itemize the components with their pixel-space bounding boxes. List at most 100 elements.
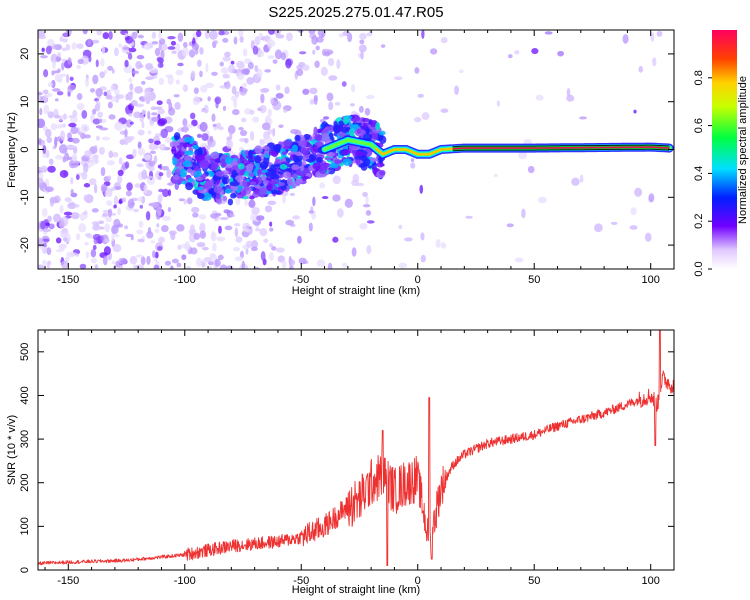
- heatmap-band-blob: [308, 154, 315, 159]
- heatmap-noise-blob: [90, 88, 95, 93]
- heatmap-band-blob: [299, 165, 305, 171]
- heatmap-noise-blob: [61, 47, 67, 52]
- heatmap-noise-blob: [171, 50, 177, 54]
- heatmap-noise-blob: [145, 76, 154, 81]
- heatmap-band-blob: [201, 192, 212, 201]
- heatmap-noise-blob: [650, 32, 655, 42]
- heatmap-band-blob: [203, 182, 211, 189]
- heatmap-noise-blob: [193, 232, 201, 240]
- heatmap-noise-blob: [42, 228, 52, 233]
- heatmap-x-label: Height of straight line (km): [292, 285, 420, 297]
- heatmap-noise-blob: [92, 74, 99, 85]
- heatmap-noise-blob: [121, 44, 129, 53]
- heatmap-noise-blob: [238, 30, 244, 37]
- heatmap-noise-blob: [43, 92, 53, 98]
- heatmap-noise-blob: [297, 235, 302, 244]
- heatmap-noise-blob: [235, 196, 241, 206]
- heatmap-noise-blob: [58, 144, 68, 154]
- heatmap-noise-blob: [79, 263, 87, 269]
- heatmap-noise-blob: [139, 204, 144, 209]
- heatmap-noise-blob: [62, 38, 68, 43]
- y-tick-label: -10: [19, 189, 31, 205]
- heatmap-band-blob: [350, 114, 360, 123]
- heatmap-band-blob: [200, 173, 207, 180]
- heatmap-noise-blob: [70, 126, 79, 135]
- heatmap-noise-blob: [121, 197, 127, 203]
- heatmap-noise-blob: [96, 30, 103, 36]
- heatmap-noise-blob: [125, 36, 133, 44]
- heatmap-noise-blob: [85, 77, 90, 88]
- heatmap-noise-blob: [124, 59, 129, 68]
- heatmap-noise-blob: [151, 112, 158, 116]
- heatmap-noise-blob: [95, 87, 103, 97]
- heatmap-noise-blob: [336, 208, 344, 218]
- heatmap-noise-blob: [127, 135, 135, 141]
- heatmap-noise-blob: [205, 82, 214, 89]
- heatmap-noise-blob: [264, 115, 270, 124]
- heatmap-noise-blob: [54, 138, 58, 148]
- heatmap-noise-blob: [148, 160, 156, 167]
- heatmap-noise-blob: [102, 255, 108, 266]
- heatmap-noise-blob: [117, 207, 121, 216]
- heatmap-noise-blob: [134, 86, 144, 94]
- heatmap-noise-blob: [260, 93, 265, 104]
- heatmap-noise-blob: [157, 175, 162, 181]
- heatmap-noise-blob: [316, 259, 326, 267]
- heatmap-noise-blob: [49, 197, 54, 207]
- heatmap-band-blob: [372, 167, 379, 175]
- heatmap-noise-blob: [133, 264, 138, 269]
- heatmap-noise-blob: [219, 216, 229, 221]
- heatmap-noise-blob: [127, 53, 133, 60]
- heatmap-noise-blob: [43, 104, 50, 115]
- heatmap-noise-blob: [358, 105, 364, 113]
- heatmap-noise-blob: [47, 165, 56, 173]
- heatmap-noise-blob: [128, 47, 137, 53]
- heatmap-noise-blob: [89, 178, 97, 186]
- heatmap-band-blob: [242, 187, 250, 191]
- heatmap-noise-blob: [557, 50, 565, 57]
- heatmap-noise-blob: [633, 109, 637, 114]
- heatmap-band-blob: [327, 166, 336, 175]
- heatmap-noise-blob: [100, 183, 108, 193]
- heatmap-noise-blob: [92, 118, 101, 125]
- heatmap-noise-blob: [259, 228, 268, 237]
- x-tick-label: 0: [415, 575, 421, 587]
- heatmap-noise-blob: [420, 254, 426, 263]
- heatmap-noise-blob: [236, 72, 245, 80]
- heatmap-band-blob: [187, 177, 194, 183]
- heatmap-noise-blob: [201, 246, 209, 251]
- heatmap-noise-blob: [244, 137, 249, 144]
- heatmap-noise-blob: [610, 221, 618, 225]
- colorbar-ticks: 0.0 0.2 0.4 0.6 0.8: [693, 70, 712, 277]
- heatmap-noise-blob: [362, 204, 371, 208]
- heatmap-noise-blob: [115, 94, 125, 100]
- heatmap-band-blob: [237, 163, 245, 170]
- heatmap-noise-blob: [83, 162, 89, 173]
- heatmap-noise-blob: [341, 262, 348, 268]
- heatmap-noise-blob: [118, 157, 123, 165]
- heatmap-noise-blob: [239, 129, 248, 137]
- heatmap-noise-blob: [320, 66, 328, 76]
- heatmap-noise-blob: [150, 240, 155, 244]
- heatmap-noise-blob: [127, 198, 135, 209]
- heatmap-noise-blob: [59, 204, 64, 214]
- heatmap-noise-blob: [350, 103, 355, 107]
- heatmap-noise-blob: [103, 91, 108, 97]
- heatmap-noise-blob: [313, 95, 318, 105]
- heatmap-noise-blob: [410, 162, 416, 169]
- heatmap-noise-blob: [93, 144, 98, 154]
- heatmap-noise-blob: [61, 62, 65, 71]
- heatmap-noise-blob: [201, 133, 209, 141]
- heatmap-noise-blob: [48, 223, 55, 230]
- heatmap-noise-blob: [67, 57, 72, 65]
- heatmap-noise-blob: [181, 46, 189, 57]
- heatmap-noise-blob: [148, 165, 155, 172]
- figure-title: S225.2025.275.01.47.R05: [268, 4, 443, 21]
- heatmap-band-blob: [246, 163, 254, 173]
- heatmap-noise-blob: [334, 101, 341, 106]
- heatmap-noise-blob: [141, 121, 145, 129]
- heatmap-noise-blob: [67, 84, 76, 91]
- heatmap-band-blob: [291, 144, 298, 153]
- heatmap-band-blob: [262, 146, 270, 150]
- heatmap-noise-blob: [175, 69, 184, 76]
